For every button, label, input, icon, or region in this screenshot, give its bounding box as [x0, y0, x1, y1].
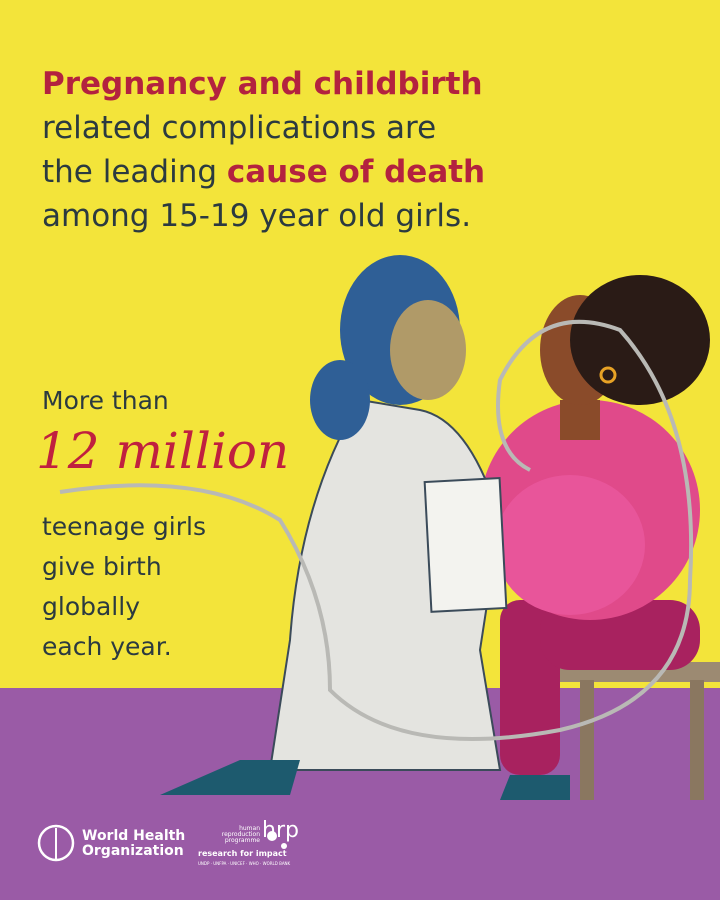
doctor-face: [390, 300, 466, 400]
doctor-bun: [310, 360, 370, 440]
headline-text: the leading: [42, 154, 218, 190]
doctor-shoe: [160, 760, 300, 795]
headline-line: Pregnancy and childbirth: [42, 66, 483, 102]
hrp-dot: [281, 843, 287, 849]
patient-belly: [495, 475, 645, 615]
who-name: Organization: [82, 843, 184, 859]
arrow-line: [59, 319, 694, 741]
stat-line: globally: [42, 592, 140, 621]
hrp-small-text: human reproduction programme: [198, 826, 260, 844]
hrp-mark: hrp: [262, 818, 299, 843]
patient-hair: [570, 275, 710, 405]
hrp-word: programme: [224, 837, 260, 844]
earring: [599, 366, 617, 384]
who-name: World Health: [82, 828, 186, 844]
hrp-partners: UNDP · UNFPA · UNICEF · WHO · WORLD BANK: [198, 861, 291, 866]
stool-leg: [580, 680, 594, 800]
headline-line: the leading cause of death: [42, 150, 485, 194]
patient-shoe: [500, 775, 570, 800]
patient-neck: [560, 400, 600, 440]
who-logo-text: World Health Organization: [82, 829, 185, 859]
headline-line: among 15-19 year old girls.: [42, 198, 472, 234]
stat-line: teenage girls: [42, 512, 206, 541]
headline-line: related complications are: [42, 110, 437, 146]
stat-line: give birth: [42, 552, 162, 581]
headline-highlight: cause of death: [226, 154, 486, 190]
hrp-word: reproduction: [221, 831, 260, 838]
stat-intro: More than: [42, 386, 169, 415]
stool-leg: [690, 680, 704, 800]
stat-line: each year.: [42, 632, 172, 661]
stat-figure: 12 million: [36, 422, 290, 480]
hrp-dot: [267, 831, 277, 841]
clipboard: [423, 477, 508, 613]
hrp-word: human: [239, 825, 260, 832]
hrp-tagline: research for impact: [198, 849, 287, 858]
